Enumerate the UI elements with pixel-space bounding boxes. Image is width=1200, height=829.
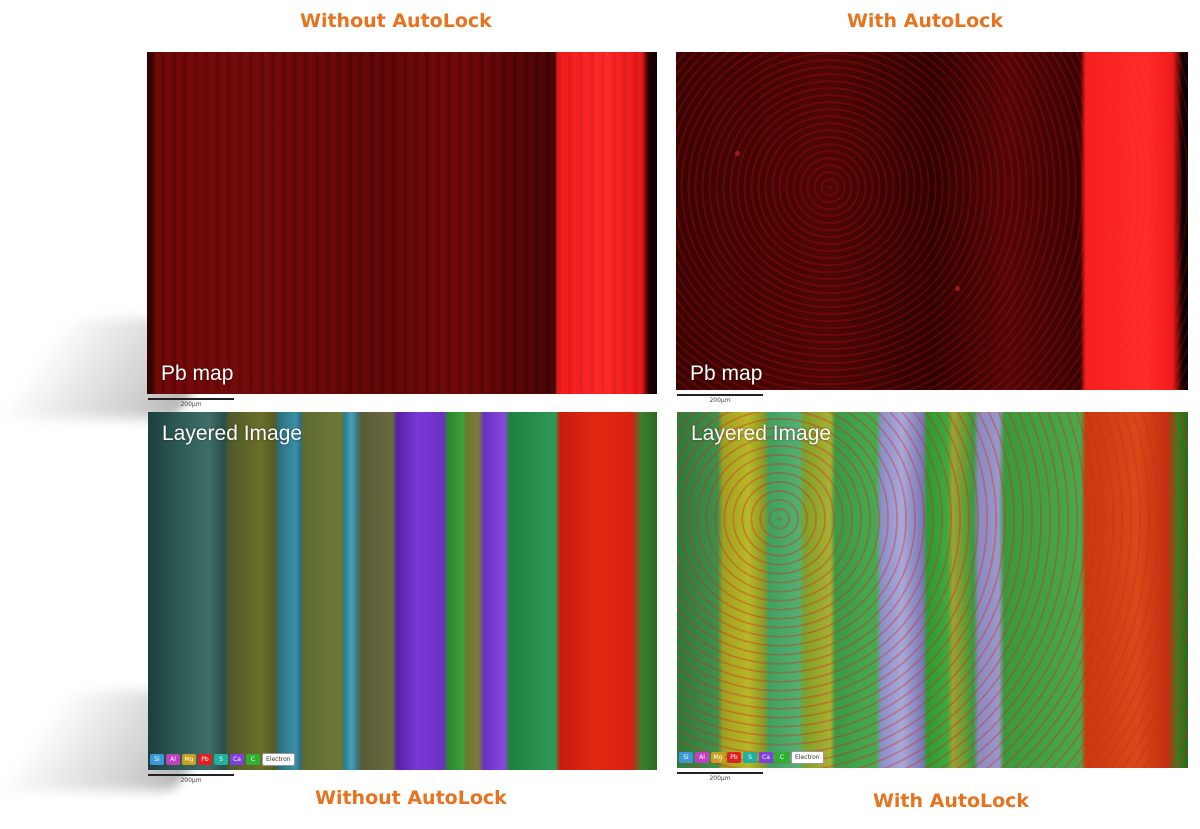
pb-map-without-autolock: Pb map [147, 52, 657, 394]
element-chip-si: Si [150, 754, 164, 765]
pb-map-label: Pb map [690, 362, 763, 385]
element-chip-electron: Electron [262, 753, 295, 766]
element-chip-al: Al [695, 752, 709, 763]
title-with-autolock-bottom: With AutoLock [872, 790, 1030, 812]
layered-image-label: Layered Image [162, 422, 303, 445]
title-without-autolock-top: Without AutoLock [300, 10, 492, 32]
element-chip-mg: Mg [182, 754, 196, 765]
pb-map-with-autolock: Pb map [676, 52, 1188, 390]
scale-bar-line [148, 774, 234, 776]
element-chip-c: C [775, 752, 789, 763]
element-chip-electron: Electron [791, 751, 824, 764]
element-chip-ca: Ca [230, 754, 244, 765]
scale-bar-line [677, 394, 763, 396]
scale-bar-line [677, 772, 763, 774]
element-chip-pb: Pb [198, 754, 212, 765]
scale-bar: 200µm [677, 772, 763, 782]
scale-bar-text: 200µm [709, 775, 731, 782]
title-with-autolock-top: With AutoLock [846, 10, 1004, 32]
scale-bar: 200µm [148, 398, 234, 408]
element-chip-s: S [743, 752, 757, 763]
element-chip-c: C [246, 754, 260, 765]
scale-bar-text: 200µm [180, 401, 202, 408]
layered-image-label: Layered Image [691, 422, 832, 445]
scale-bar: 200µm [148, 774, 234, 784]
layered-image-with-autolock: Layered Image Si Al Mg Pb S Ca C Electro… [677, 412, 1188, 768]
element-legend: Si Al Mg Pb S Ca C Electron [679, 751, 824, 764]
pb-map-label: Pb map [161, 362, 234, 385]
element-chip-s: S [214, 754, 228, 765]
title-without-autolock-bottom: Without AutoLock [315, 787, 507, 809]
element-chip-al: Al [166, 754, 180, 765]
element-chip-ca: Ca [759, 752, 773, 763]
element-legend: Si Al Mg Pb S Ca C Electron [150, 753, 295, 766]
element-chip-mg: Mg [711, 752, 725, 763]
scale-bar-text: 200µm [180, 777, 202, 784]
scale-bar-line [148, 398, 234, 400]
element-chip-pb: Pb [727, 752, 741, 763]
element-chip-si: Si [679, 752, 693, 763]
scale-bar-text: 200µm [709, 397, 731, 404]
layered-image-without-autolock: Layered Image Si Al Mg Pb S Ca C Electro… [148, 412, 657, 770]
scale-bar: 200µm [677, 394, 763, 404]
